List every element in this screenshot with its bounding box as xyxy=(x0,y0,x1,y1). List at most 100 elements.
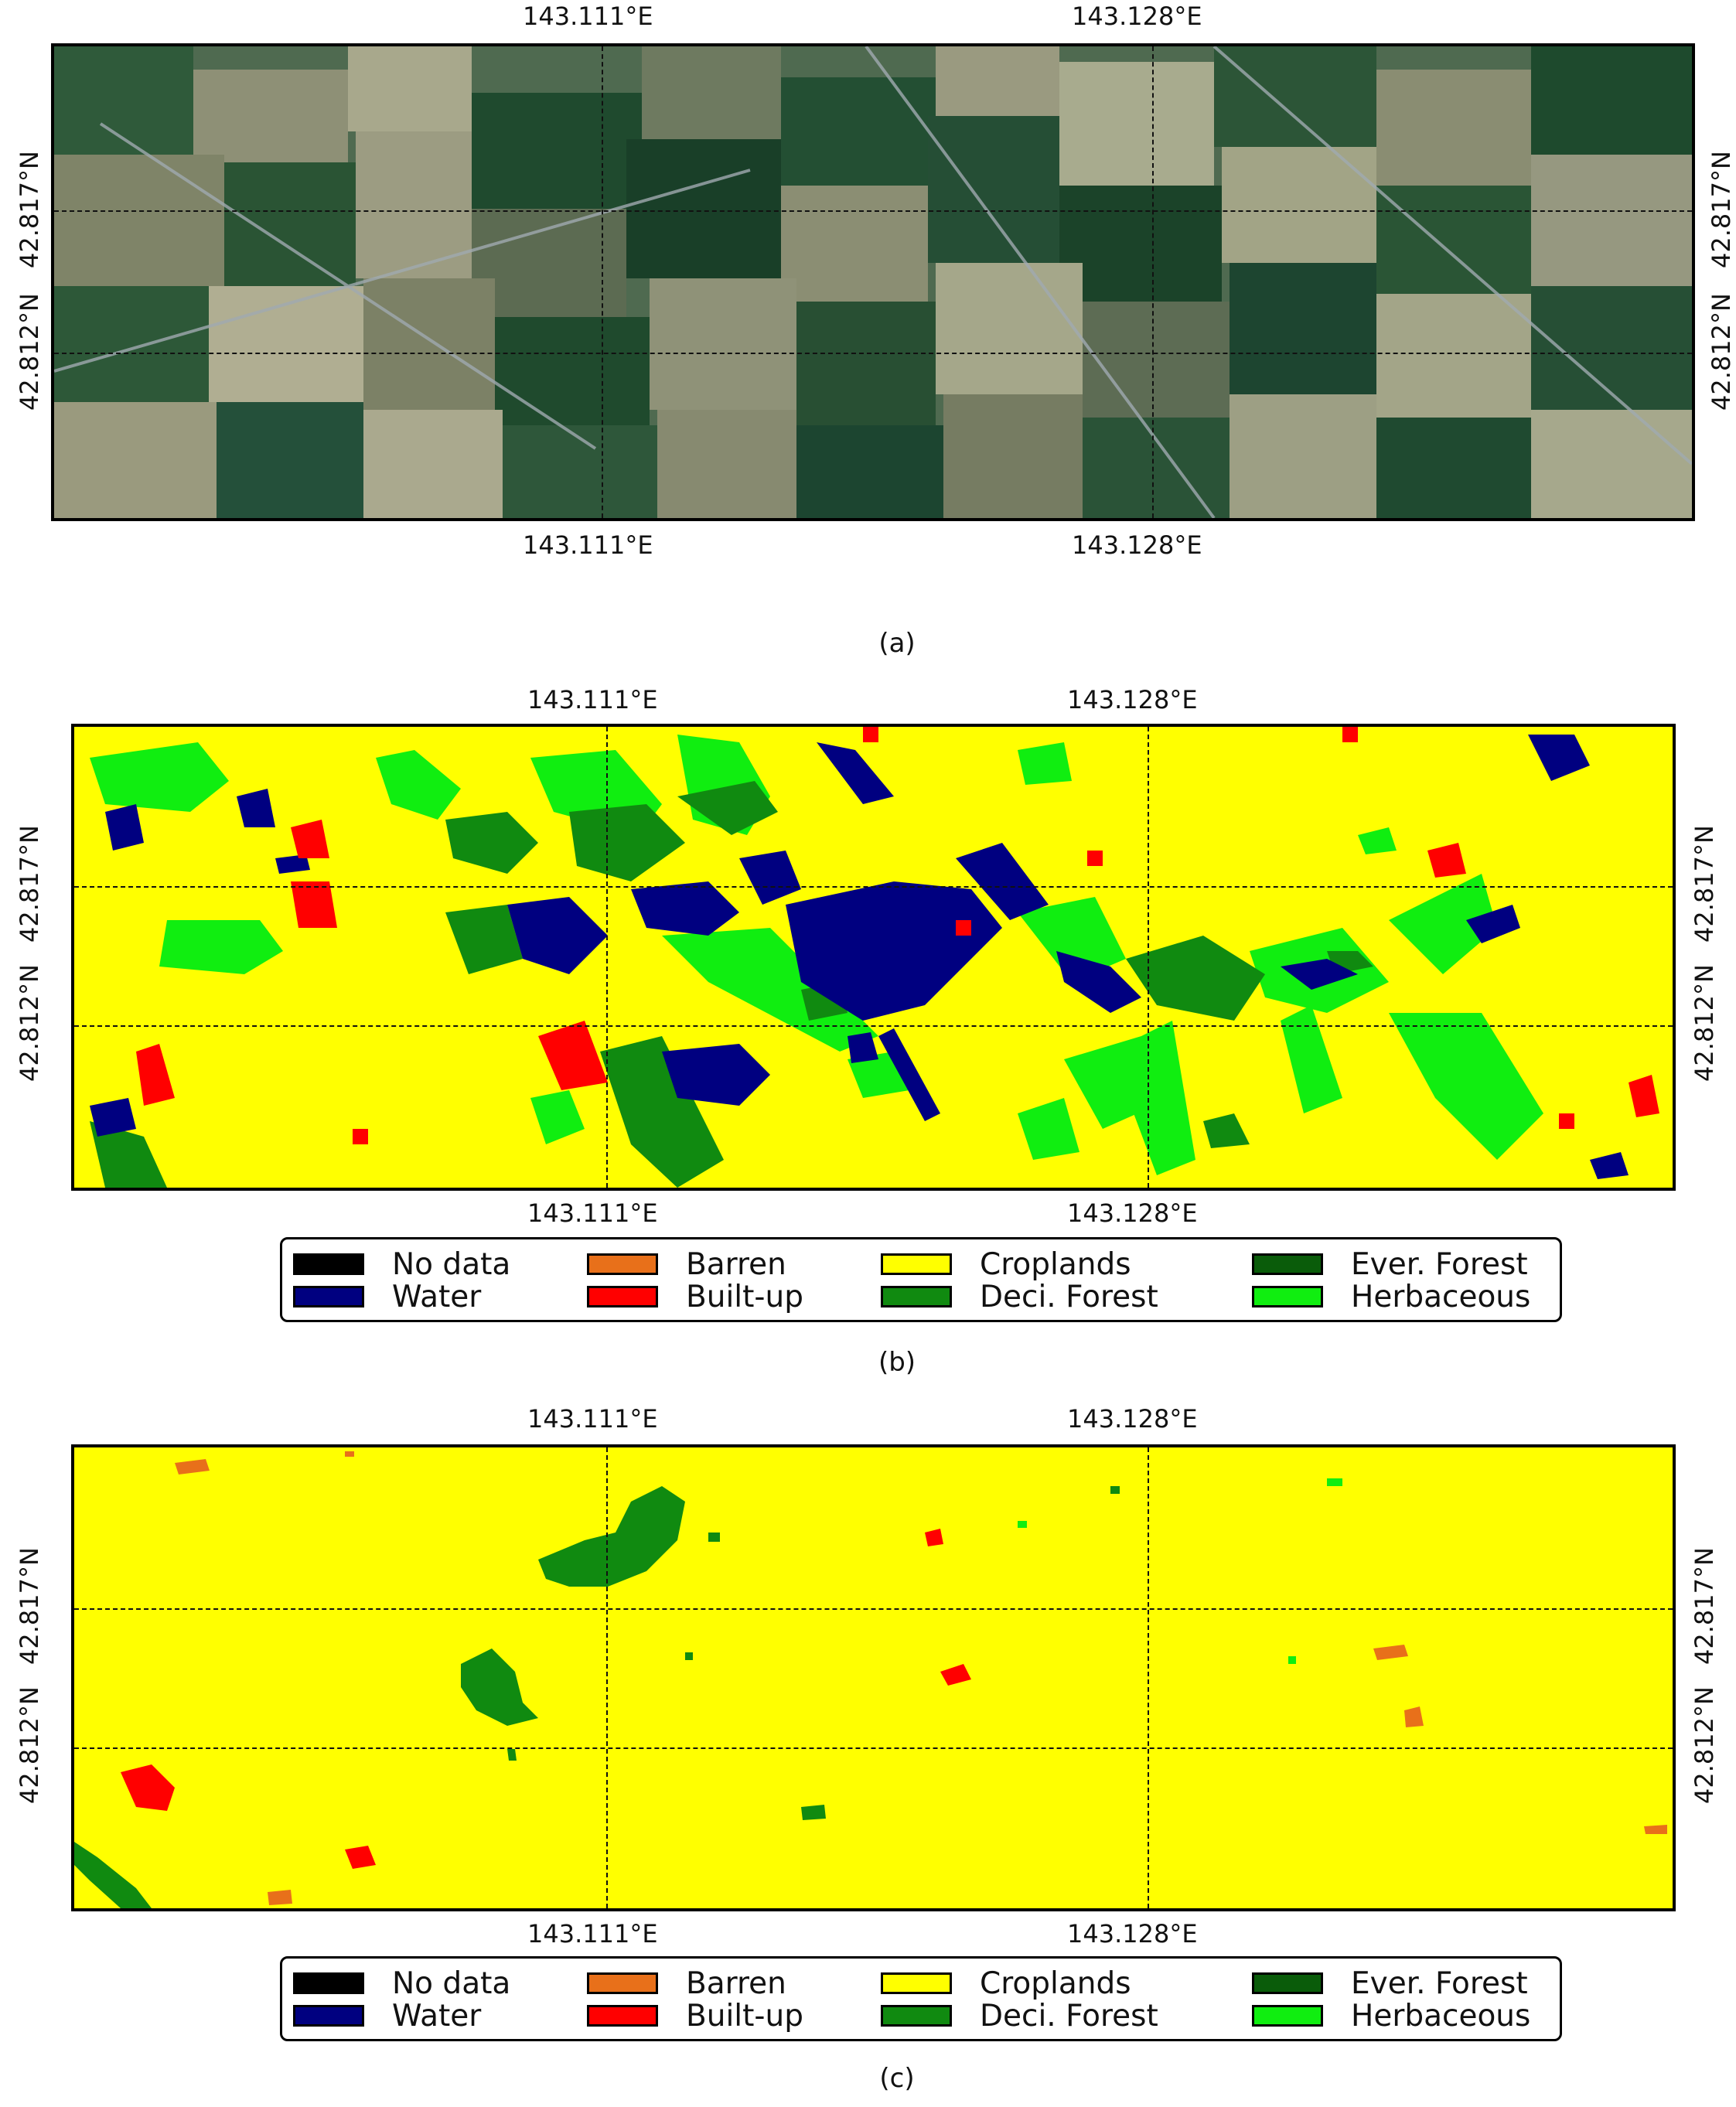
satellite-imagery xyxy=(54,46,1692,518)
legend-item-herbaceous: Herbaceous xyxy=(1252,1998,1531,2034)
legend-label: Croplands xyxy=(980,1246,1131,1282)
caption-c: (c) xyxy=(879,2063,915,2094)
legend-label: Herbaceous xyxy=(1351,1998,1531,2034)
legend-label: Water xyxy=(392,1998,482,2034)
herbaceous-patches xyxy=(1018,1478,1342,1664)
lon-tick-bottom-2: 143.128°E xyxy=(1067,1919,1198,1948)
lon-tick-bottom-2: 143.128°E xyxy=(1072,530,1202,560)
legend-label: Ever. Forest xyxy=(1351,1966,1528,2001)
legend-label: Barren xyxy=(686,1966,786,2001)
swatch-water xyxy=(293,2005,364,2027)
water-patches xyxy=(90,735,1629,1179)
swatch-built-up xyxy=(587,1286,658,1307)
legend-item-herbaceous: Herbaceous xyxy=(1252,1279,1531,1314)
lat-tick-left-1: 42.817°N xyxy=(14,825,44,943)
gridline-lon-1 xyxy=(602,46,603,518)
legend-label: Ever. Forest xyxy=(1351,1246,1528,1282)
gridline-lat-1 xyxy=(74,1608,1673,1610)
swatch-barren xyxy=(587,1253,658,1275)
built-up-patches xyxy=(136,727,1659,1144)
swatch-herbaceous xyxy=(1252,1286,1323,1307)
lon-tick-bottom-2: 143.128°E xyxy=(1067,1198,1198,1228)
satellite-image xyxy=(51,43,1695,521)
gridline-lon-2 xyxy=(1148,1447,1149,1908)
legend-label: Built-up xyxy=(686,1998,803,2034)
gridline-lon-2 xyxy=(1152,46,1154,518)
legend-item-deci-forest: Deci. Forest xyxy=(881,1279,1158,1314)
panel-a: 143.111°E 143.128°E xyxy=(0,0,1736,680)
barren-patches xyxy=(175,1451,1667,1905)
lat-tick-right-1: 42.817°N xyxy=(1706,151,1736,268)
legend-label: Deci. Forest xyxy=(980,1998,1158,2034)
swatch-barren xyxy=(587,1972,658,1994)
lon-tick-bottom-1: 143.111°E xyxy=(527,1198,658,1228)
classification-map-b xyxy=(71,724,1676,1191)
built-up-patches xyxy=(121,1529,971,1869)
legend-item-barren: Barren xyxy=(587,1246,786,1282)
panel-c: 143.111°E 143.128°E xyxy=(0,1400,1736,2107)
gridline-lon-1 xyxy=(606,727,608,1188)
lat-tick-left-1: 42.817°N xyxy=(14,151,44,268)
legend-item-no-data: No data xyxy=(293,1247,510,1282)
swatch-no-data xyxy=(293,1253,364,1275)
swatch-ever-forest xyxy=(1252,1253,1323,1275)
gridline-lat-2 xyxy=(74,1747,1673,1749)
legend-label: Built-up xyxy=(686,1279,803,1314)
swatch-ever-forest xyxy=(1252,1972,1323,1994)
swatch-water xyxy=(293,1286,364,1307)
legend-label: Barren xyxy=(686,1246,786,1282)
legend-item-barren: Barren xyxy=(587,1966,786,2001)
gridline-lat-1 xyxy=(54,210,1692,212)
lon-tick-top-1: 143.111°E xyxy=(523,2,653,31)
lat-tick-left-2: 42.812°N xyxy=(14,964,44,1082)
lon-tick-top-1: 143.111°E xyxy=(527,1404,658,1434)
swatch-croplands xyxy=(881,1253,952,1275)
legend-item-ever-forest: Ever. Forest xyxy=(1252,1966,1528,2001)
gridline-lat-1 xyxy=(74,886,1673,888)
deciduous-forest-patches xyxy=(74,1486,1120,1908)
gridline-lon-2 xyxy=(1148,727,1149,1188)
legend-item-deci-forest: Deci. Forest xyxy=(881,1998,1158,2034)
panel-b: 143.111°E 143.128°E xyxy=(0,680,1736,1400)
lat-tick-right-2: 42.812°N xyxy=(1706,293,1736,411)
lat-tick-right-2: 42.812°N xyxy=(1689,964,1719,1082)
swatch-deci-forest xyxy=(881,1286,952,1307)
gridline-lat-2 xyxy=(54,353,1692,354)
swatch-built-up xyxy=(587,2005,658,2027)
caption-a: (a) xyxy=(878,628,916,659)
legend-label: Water xyxy=(392,1279,482,1314)
landcover-raster-c xyxy=(74,1447,1673,1908)
lon-tick-top-2: 143.128°E xyxy=(1067,685,1198,714)
deciduous-forest-patches xyxy=(90,781,1373,1188)
legend-item-water: Water xyxy=(293,1998,482,2034)
legend-label: Herbaceous xyxy=(1351,1279,1531,1314)
legend-label: No data xyxy=(392,1966,511,2001)
landcover-raster-b xyxy=(74,727,1673,1188)
legend-item-no-data: No data xyxy=(293,1966,511,2001)
lon-tick-top-2: 143.128°E xyxy=(1067,1404,1198,1434)
caption-b: (b) xyxy=(878,1347,916,1378)
gridline-lon-1 xyxy=(606,1447,608,1908)
swatch-deci-forest xyxy=(881,2005,952,2027)
legend-item-built-up: Built-up xyxy=(587,1279,803,1314)
gridline-lat-2 xyxy=(74,1025,1673,1027)
lat-tick-left-2: 42.812°N xyxy=(14,293,44,411)
legend-item-ever-forest: Ever. Forest xyxy=(1252,1246,1528,1282)
lon-tick-top-2: 143.128°E xyxy=(1072,2,1202,31)
roads xyxy=(54,46,1692,518)
legend-c: No data Water Barren Built-up Croplands … xyxy=(280,1956,1562,2041)
lon-tick-bottom-1: 143.111°E xyxy=(527,1919,658,1948)
legend-label: Deci. Forest xyxy=(980,1279,1158,1314)
lat-tick-left-2: 42.812°N xyxy=(14,1686,44,1804)
legend-label: Croplands xyxy=(980,1966,1131,2001)
classification-map-c xyxy=(71,1444,1676,1911)
lat-tick-right-1: 42.817°N xyxy=(1689,1547,1719,1665)
swatch-herbaceous xyxy=(1252,2005,1323,2027)
legend-item-croplands: Croplands xyxy=(881,1246,1131,1282)
legend-b: No data Water Barren Built-up Croplands … xyxy=(280,1237,1562,1322)
legend-item-built-up: Built-up xyxy=(587,1998,803,2034)
legend-item-water: Water xyxy=(293,1279,482,1314)
lon-tick-top-1: 143.111°E xyxy=(527,685,658,714)
legend-item-croplands: Croplands xyxy=(881,1966,1131,2001)
lat-tick-left-1: 42.817°N xyxy=(14,1547,44,1665)
